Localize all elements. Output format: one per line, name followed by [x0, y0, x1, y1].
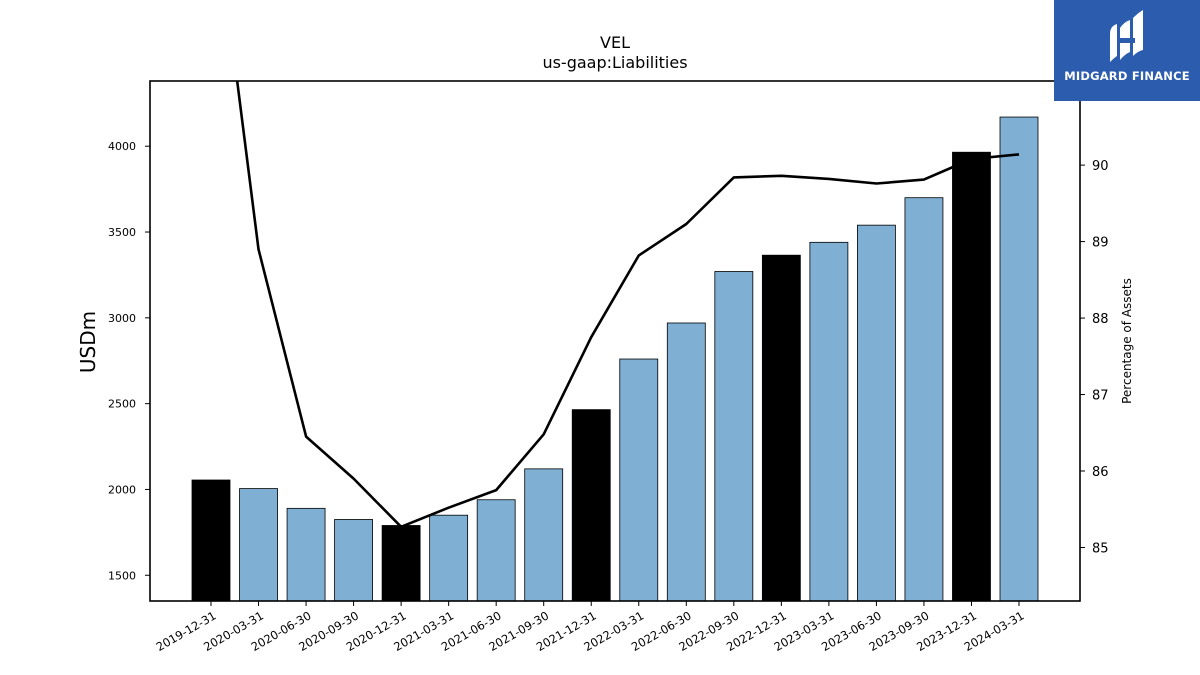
bar [619, 358, 659, 602]
y2-tick-label: 85 [1092, 541, 1109, 556]
bar [666, 322, 706, 602]
bar [286, 507, 326, 602]
bar [809, 241, 849, 602]
y-tick-label: 3000 [108, 312, 136, 325]
y-tick-label: 1500 [108, 569, 136, 582]
y2-axis-label: Percentage of Assets [1120, 278, 1134, 404]
bar [524, 468, 564, 602]
y2-tick-label: 86 [1092, 465, 1109, 480]
logo-mark-icon [1110, 10, 1143, 62]
y-tick-label: 2500 [108, 398, 136, 411]
bar [429, 514, 469, 602]
y-tick-label: 4000 [108, 140, 136, 153]
y-axis-label: USDm [76, 311, 100, 373]
bar [239, 488, 278, 602]
line-series [235, 81, 1020, 529]
bar [191, 479, 231, 602]
plot-frame [149, 80, 1081, 602]
bars-layer [191, 116, 1039, 602]
logo-text: MIDGARD FINANCE [1064, 69, 1190, 83]
bar [334, 519, 373, 602]
y-tick-label: 3500 [108, 226, 136, 239]
bar [857, 224, 896, 602]
chart-title: VEL [600, 33, 630, 52]
bar [952, 151, 991, 602]
y2-tick-label: 87 [1092, 389, 1109, 404]
bar [476, 499, 516, 602]
bar [381, 525, 421, 602]
y2-tick-label: 89 [1092, 236, 1109, 251]
bar [761, 254, 801, 602]
chart-subtitle: us-gaap:Liabilities [542, 53, 687, 72]
bar [714, 271, 754, 602]
bar [571, 409, 611, 602]
y2-tick-label: 88 [1092, 312, 1109, 327]
line-layer [235, 81, 1020, 529]
bar [904, 197, 944, 602]
bar [999, 116, 1039, 602]
y2-tick-label: 90 [1092, 159, 1109, 174]
logo: MIDGARD FINANCE [1054, 0, 1200, 101]
y-tick-label: 2000 [108, 483, 136, 496]
